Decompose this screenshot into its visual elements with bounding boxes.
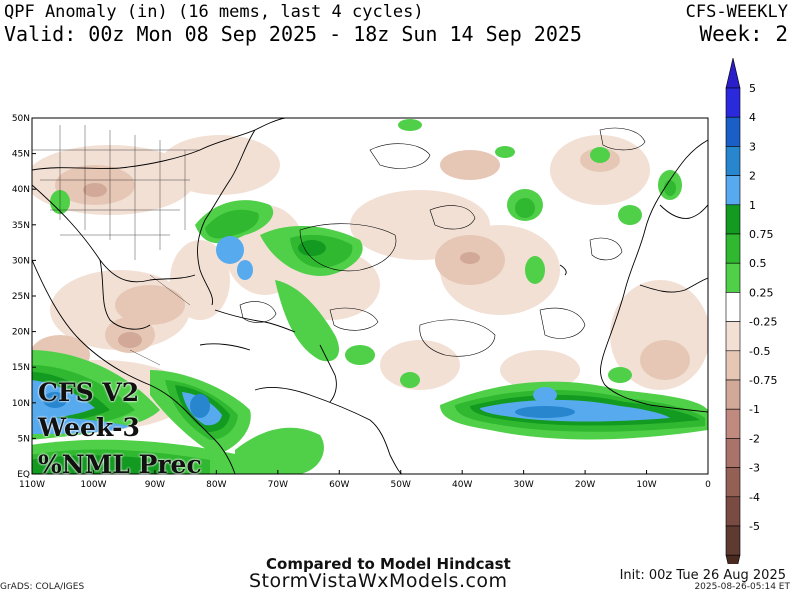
anomaly-fields (32, 118, 708, 474)
colorbar-level-label: 3 (749, 140, 756, 153)
latitude-axis: 50N 45N 40N 35N 30N 25N 20N 15N 10N 5N EQ (12, 114, 36, 480)
lat-tick-label: 10N (12, 399, 30, 409)
lat-tick-label: 40N (12, 185, 30, 195)
colorbar-level-label: -3 (749, 462, 760, 475)
lat-tick-label: 25N (12, 292, 30, 302)
heavy-wet-areas (43, 392, 575, 418)
colorbar-level-label: 4 (749, 111, 756, 124)
lon-tick-label: 80W (206, 480, 226, 490)
colorbar-box (725, 321, 741, 352)
overlay-week-label: Week-3 (38, 413, 140, 442)
colorbar-legend: 5 4 3 2 1 0.75 0.5 0.25 -0.25 -0.5 -0.75 -1 -2 -3 -4 -5 (725, 58, 777, 564)
lon-tick-label: 60W (329, 480, 349, 490)
lat-tick-label: 30N (12, 256, 30, 266)
grads-credit: GrADS: COLA/IGES (0, 582, 85, 592)
colorbar-level-label: -0.25 (749, 316, 777, 329)
model-name: CFS-WEEKLY (685, 2, 788, 22)
state-borders (32, 125, 200, 366)
colorbar-labels: 5 4 3 2 1 0.75 0.5 0.25 -0.25 -0.5 -0.75 -1 -2 -3 -4 -5 (749, 82, 777, 533)
colorbar-level-label: -2 (749, 432, 760, 445)
lon-tick-label: 10W (636, 480, 656, 490)
colorbar-level-label: 0.75 (749, 228, 774, 241)
colorbar-box (725, 525, 741, 556)
colorbar-box (725, 496, 741, 527)
colorbar-box (725, 292, 741, 322)
week-label: Week: 2 (699, 22, 788, 46)
colorbar-top-arrow (725, 58, 741, 89)
lat-tick-label: 15N (12, 363, 30, 373)
lat-tick-label: 50N (12, 114, 30, 124)
lat-tick-label: 5N (18, 434, 30, 444)
map-title: QPF Anomaly (in) (16 mems, last 4 cycles… (4, 2, 424, 22)
lat-tick-label: 45N (12, 150, 30, 160)
colorbar-level-label: -1 (749, 403, 760, 416)
colorbar-level-label: 1 (749, 199, 756, 212)
lon-tick-label: 90W (145, 480, 165, 490)
lon-tick-label: 50W (391, 480, 411, 490)
valid-period: Valid: 00z Mon 08 Sep 2025 - 18z Sun 14 … (4, 22, 582, 46)
lon-tick-label: 100W (80, 480, 106, 490)
colorbar-level-label: 2 (749, 170, 756, 183)
colorbar-level-label: 5 (749, 82, 756, 95)
coastlines (32, 118, 708, 474)
colorbar-level-label: -5 (749, 520, 760, 533)
colorbar-box (725, 146, 741, 176)
colorbar-box (725, 438, 741, 468)
contour-lines (239, 127, 646, 357)
colorbar-boxes (725, 58, 741, 564)
init-time: Init: 00z Tue 26 Aug 2025 (619, 568, 786, 583)
lon-tick-label: 70W (268, 480, 288, 490)
longitude-axis: 110W 100W 90W 80W 70W 60W 50W 40W 30W 20W 10W 0 (19, 470, 711, 490)
strong-dry-areas (83, 183, 480, 348)
colorbar-level-label: -4 (749, 491, 760, 504)
map-canvas: 50N 45N 40N 35N 30N 25N 20N 15N 10N 5N EQ 110W 100W… (12, 114, 711, 490)
lat-tick-label: 20N (12, 328, 30, 338)
anomaly-map: 50N 45N 40N 35N 30N 25N 20N 15N 10N 5N EQ 110W 100W… (0, 110, 730, 495)
colorbar-level-label: 0.5 (749, 257, 767, 270)
colorbar-box (725, 408, 741, 439)
colorbar-bottom-arrow (725, 554, 741, 564)
lat-tick-label: EQ (17, 470, 30, 480)
colorbar-box (725, 204, 741, 235)
colorbar-level-label: -0.75 (749, 374, 777, 387)
lon-tick-label: 110W (19, 480, 45, 490)
lon-tick-label: 30W (513, 480, 533, 490)
overlay-model-label: CFS V2 (38, 378, 140, 407)
colorbar-box (725, 467, 741, 498)
colorbar-box (725, 116, 741, 147)
colorbar-level-label: -0.5 (749, 345, 770, 358)
generated-timestamp: 2025-08-26-05:14 ET (694, 582, 790, 592)
colorbar-level-label: 0.25 (749, 286, 774, 299)
colorbar-box (725, 175, 741, 206)
lat-tick-label: 35N (12, 221, 30, 231)
colorbar-box (725, 87, 741, 118)
lon-tick-label: 0 (705, 480, 711, 490)
colorbar-box (725, 262, 741, 293)
lon-tick-label: 40W (452, 480, 472, 490)
colorbar-box (725, 379, 741, 410)
overlay-product-label: %NML Prec (38, 450, 202, 479)
hindcast-note: Compared to Model Hindcast (266, 555, 511, 573)
colorbar-box (725, 350, 741, 381)
site-name: StormVistaWxModels.com (249, 570, 508, 592)
lon-tick-label: 20W (575, 480, 595, 490)
colorbar-box (725, 233, 741, 264)
